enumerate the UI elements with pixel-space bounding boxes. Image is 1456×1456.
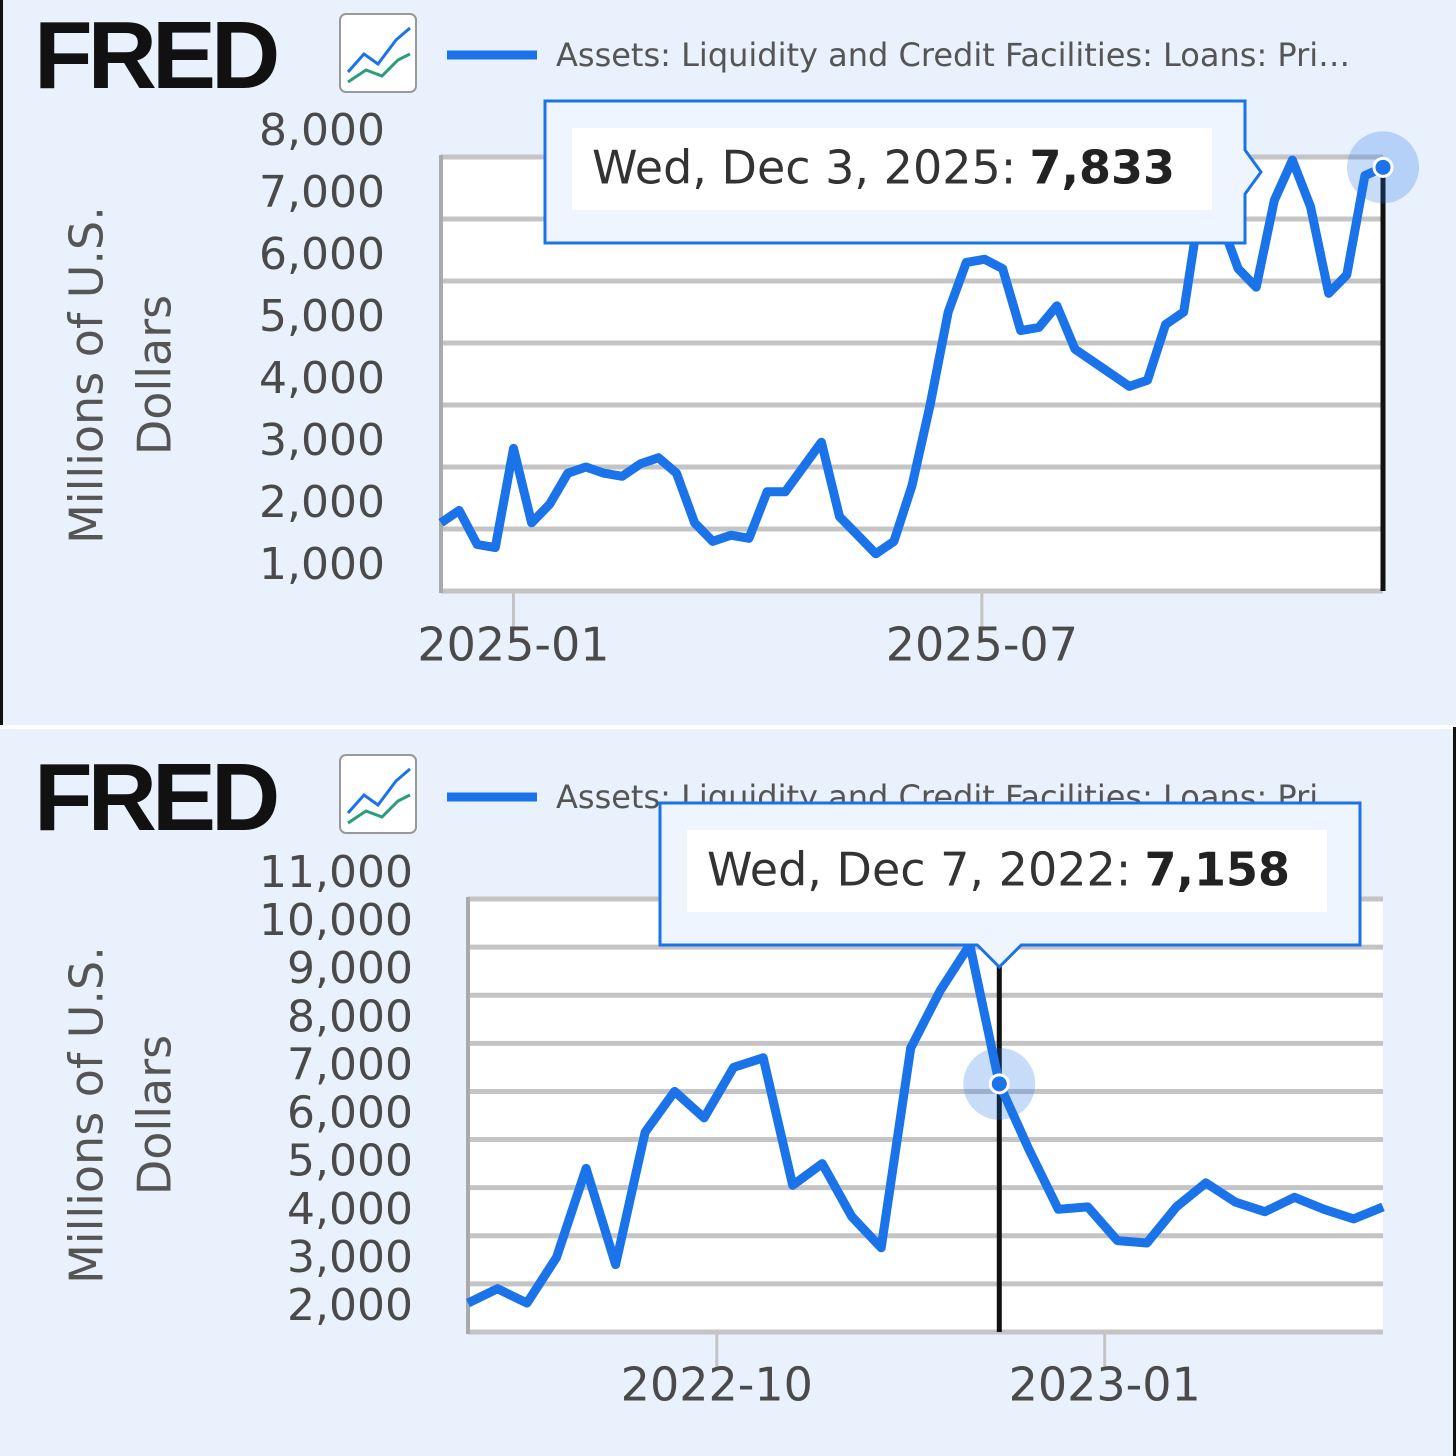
brand-logo: FRED: [34, 744, 277, 851]
y-axis-label: Dollars: [128, 295, 182, 455]
tooltip-date: Wed, Dec 3, 2025:: [592, 141, 1016, 195]
panel-divider: [0, 725, 1456, 729]
logo-icon: [339, 13, 417, 93]
logo-icon: [339, 754, 417, 834]
x-tick-label: 2022-10: [621, 1358, 813, 1412]
x-tick-label: 2025-07: [886, 618, 1078, 672]
y-tick-label: 2,000: [259, 477, 385, 528]
y-tick-label: 10,000: [259, 895, 413, 946]
logo-icon-line: [346, 26, 411, 73]
y-tick-label: 3,000: [259, 415, 385, 466]
y-tick-label: 6,000: [287, 1088, 413, 1139]
y-tick-label: 7,000: [287, 1039, 413, 1090]
y-tick-label: 11,000: [259, 847, 413, 898]
brand-logo: FRED: [34, 2, 277, 109]
x-tick-label: 2023-01: [1009, 1358, 1201, 1412]
series-line: [466, 940, 1385, 1308]
logo-icon-line: [346, 767, 411, 814]
y-tick-label: 8,000: [259, 105, 385, 156]
tooltip-inner: [572, 128, 1212, 210]
y-tick-label: 3,000: [287, 1232, 413, 1283]
highlight-point: [1372, 156, 1394, 178]
y-tick-label: 4,000: [259, 353, 385, 404]
logo-icon-line: [347, 793, 411, 825]
y-tick-label: 5,000: [259, 291, 385, 342]
legend-label: Assets: Liquidity and Credit Facilities:…: [556, 36, 1350, 74]
tooltip-value: 7,833: [1029, 141, 1175, 195]
panel-edge: [0, 0, 3, 727]
plot-area: [468, 899, 1383, 1332]
y-axis-label: Millions of U.S.: [60, 946, 114, 1284]
y-axis-label: Millions of U.S.: [60, 206, 114, 544]
y-tick-label: 5,000: [287, 1136, 413, 1187]
y-tick-label: 8,000: [287, 991, 413, 1042]
panel-edge: [1453, 727, 1456, 1456]
y-tick-label: 2,000: [287, 1280, 413, 1331]
x-tick-label: 2025-01: [417, 618, 609, 672]
tooltip-inner: [687, 830, 1327, 912]
y-tick-label: 7,000: [259, 167, 385, 218]
y-tick-label: 1,000: [259, 539, 385, 590]
y-tick-label: 6,000: [259, 229, 385, 280]
tooltip-value: 7,158: [1144, 843, 1290, 897]
y-tick-label: 9,000: [287, 943, 413, 994]
y-axis-label: Dollars: [128, 1035, 182, 1195]
tooltip-date: Wed, Dec 7, 2022:: [707, 843, 1131, 897]
logo-icon-line: [347, 52, 411, 84]
y-tick-label: 4,000: [287, 1184, 413, 1235]
highlight-point: [988, 1073, 1010, 1095]
